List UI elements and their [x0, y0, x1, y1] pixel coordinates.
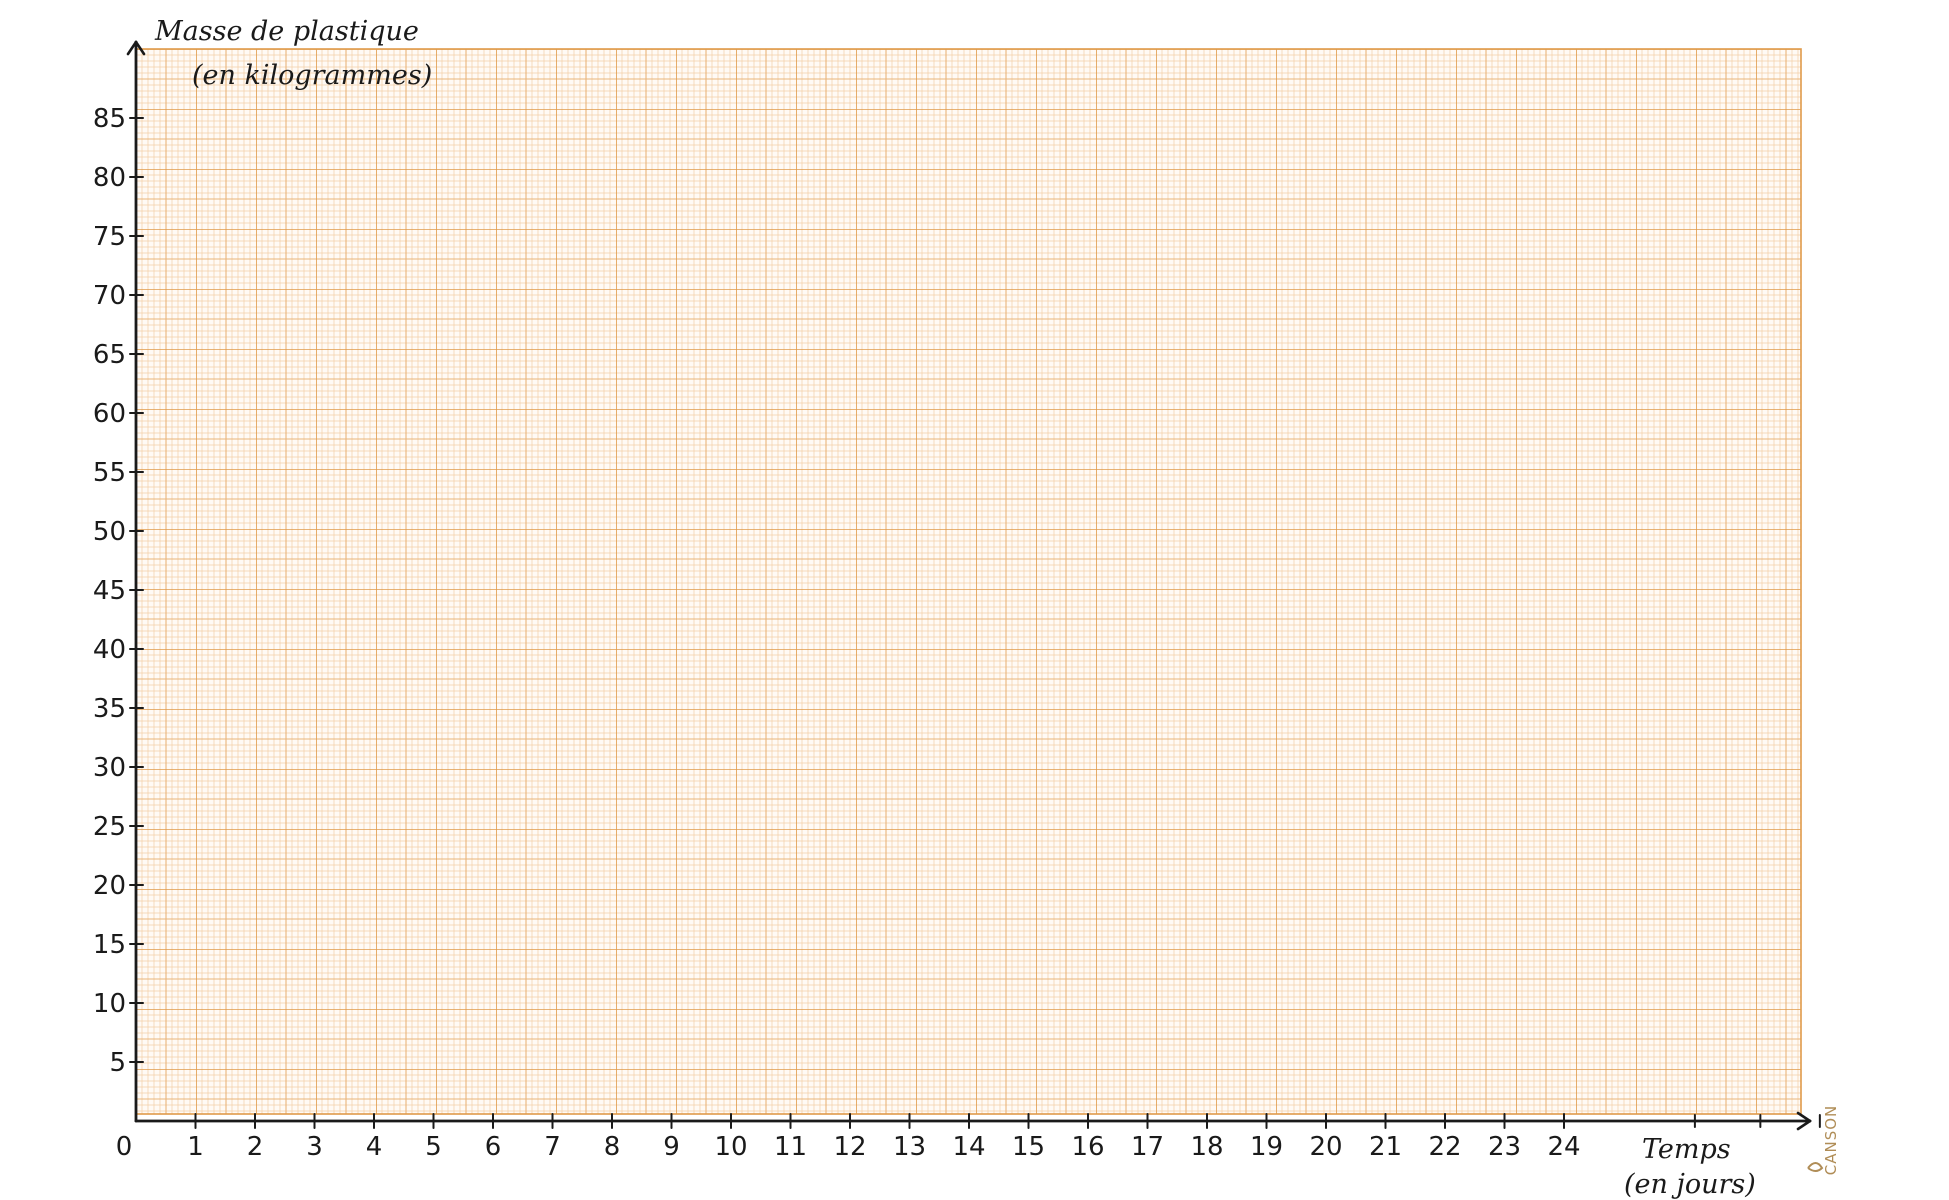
y-tick-label: 20: [93, 871, 126, 901]
x-tick-label: 17: [1131, 1132, 1164, 1162]
x-tick-label: 24: [1547, 1132, 1580, 1162]
y-axis-title-line2: (en kilogrammes): [192, 60, 432, 91]
x-tick-label: 3: [306, 1132, 323, 1162]
y-axis-arrow: [134, 40, 146, 56]
x-tick-label: 23: [1488, 1132, 1521, 1162]
x-tick-label: 13: [893, 1132, 926, 1162]
x-tick-label: 7: [544, 1132, 561, 1162]
y-tick-label: 80: [93, 163, 126, 193]
y-tick-label: 85: [93, 104, 126, 134]
x-axis-title-line1: Temps: [1642, 1134, 1731, 1165]
y-tick-label: 55: [93, 458, 126, 488]
y-tick-label: 75: [93, 222, 126, 252]
x-axis-arrow: [1796, 1111, 1812, 1123]
y-axis-arrow: [126, 40, 138, 56]
x-tick-label: 2: [247, 1132, 264, 1162]
y-axis-title-line1: Masse de plastique: [154, 16, 419, 47]
y-tick-label: 45: [93, 576, 126, 606]
y-tick-label: 25: [93, 812, 126, 842]
x-tick-label: 21: [1369, 1132, 1402, 1162]
x-tick-label: 14: [952, 1132, 985, 1162]
x-tick-label: 20: [1309, 1132, 1342, 1162]
y-tick-label: 70: [93, 281, 126, 311]
y-tick-label: 40: [93, 635, 126, 665]
x-axis-arrow: [1796, 1119, 1812, 1131]
x-tick-label: 9: [663, 1132, 680, 1162]
y-tick-label: 5: [109, 1048, 126, 1078]
y-tick-label: 35: [93, 694, 126, 724]
x-axis-title-line2: (en jours): [1624, 1169, 1756, 1200]
y-tick-label: 60: [93, 399, 126, 429]
x-tick-label: 5: [425, 1132, 442, 1162]
x-axis-ticks: 0 1 2 3 4 5 6 7 8 9 10 11 12 13 14 15 16 17 18 19 20 21 22 23 24: [116, 1113, 1821, 1162]
x-tick-label: 8: [604, 1132, 621, 1162]
x-tick-label: 10: [714, 1132, 747, 1162]
x-tick-label: 18: [1190, 1132, 1223, 1162]
x-tick-label: 6: [485, 1132, 502, 1162]
y-tick-label: 30: [93, 753, 126, 783]
x-tick-label: 11: [774, 1132, 807, 1162]
y-tick-label: 15: [93, 930, 126, 960]
x-tick-label: 22: [1428, 1132, 1461, 1162]
brand-text: CANSON: [1822, 1105, 1840, 1176]
x-tick-label: 1: [187, 1132, 204, 1162]
x-tick-label: 19: [1250, 1132, 1283, 1162]
y-axis-ticks: 5 10 15 20 25 30 35 40 45 50 55 60 65 70 75 80 85: [93, 104, 144, 1078]
y-tick-label: 10: [93, 989, 126, 1019]
canson-swirl-icon: [1807, 1162, 1824, 1172]
x-tick-label: 0: [116, 1132, 133, 1162]
canson-logo: CANSON: [1822, 1105, 1840, 1176]
x-tick-label: 16: [1071, 1132, 1104, 1162]
axes: [126, 40, 1812, 1131]
graph-paper: [135, 48, 1802, 1115]
x-tick-label: 15: [1012, 1132, 1045, 1162]
y-tick-label: 65: [93, 340, 126, 370]
x-tick-label: 12: [833, 1132, 866, 1162]
y-tick-label: 50: [93, 517, 126, 547]
x-tick-label: 4: [366, 1132, 383, 1162]
